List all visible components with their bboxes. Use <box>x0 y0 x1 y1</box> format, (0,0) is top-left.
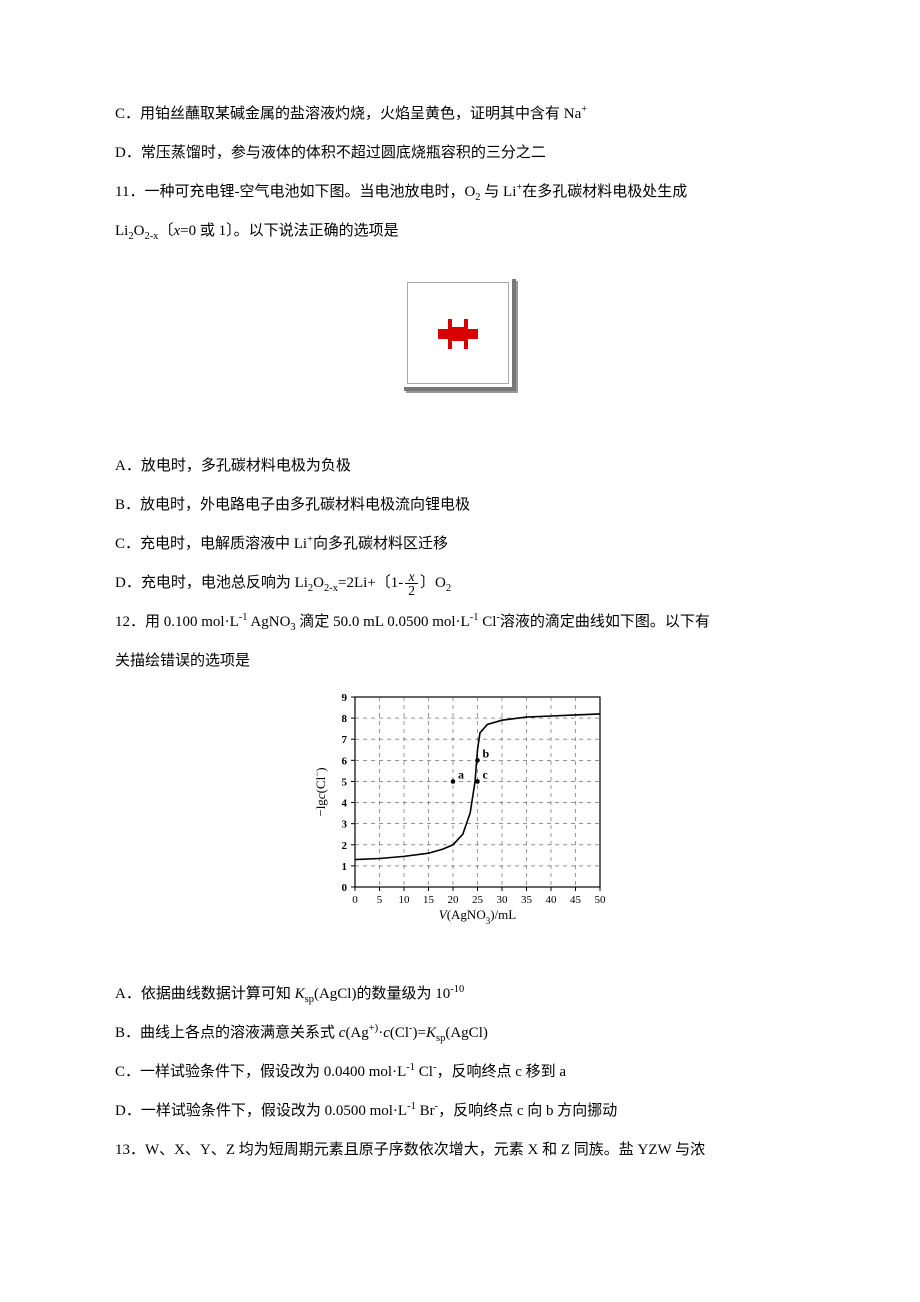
q12-stem-line1: 12．用 0.100 mol·L-1 AgNO3 滴定 50.0 mL 0.05… <box>115 603 805 642</box>
svg-text:1: 1 <box>342 861 348 873</box>
q12-option-c: C．一样试验条件下，假设改为 0.0400 mol·L-1 Cl-，反响终点 c… <box>115 1053 805 1092</box>
svg-text:7: 7 <box>342 734 348 746</box>
q10-option-c: C．用铂丝蘸取某碱金属的盐溶液灼烧，火焰呈黄色，证明其中含有 Na+ <box>115 95 805 134</box>
q11-option-b: B．放电时，外电路电子由多孔碳材料电极流向锂电极 <box>115 486 805 525</box>
svg-text:0: 0 <box>352 894 358 906</box>
broken-image-icon <box>404 279 516 391</box>
svg-text:c: c <box>483 767 489 781</box>
svg-text:V(AgNO3)/mL: V(AgNO3)/mL <box>439 907 517 926</box>
svg-text:4: 4 <box>342 798 348 810</box>
q12-option-a: A．依据曲线数据计算可知 Ksp(AgCl)的数量级为 10-10 <box>115 975 805 1014</box>
q12-option-b: B．曲线上各点的溶液满意关系式 c(Ag+)·c(Cl-)=Ksp(AgCl) <box>115 1014 805 1053</box>
svg-text:10: 10 <box>399 894 411 906</box>
q11-stem-line2: Li2O2-x〔x=0 或 1〕。以下说法正确的选项是 <box>115 212 805 251</box>
q12-stem-line2: 关描绘错误的选项是 <box>115 642 805 681</box>
svg-text:25: 25 <box>472 894 484 906</box>
q10-option-d: D．常压蒸馏时，参与液体的体积不超过圆底烧瓶容积的三分之二 <box>115 134 805 173</box>
svg-text:50: 50 <box>595 894 607 906</box>
svg-text:−lgc(Cl−): −lgc(Cl−) <box>312 767 328 816</box>
q11-option-a: A．放电时，多孔碳材料电极为负极 <box>115 447 805 486</box>
q11-option-d: D．充电时，电池总反响为 Li2O2-x=2Li+〔1-x2〕O2 <box>115 564 805 603</box>
svg-text:8: 8 <box>342 713 348 725</box>
q11-option-c: C．充电时，电解质溶液中 Li+向多孔碳材料区迁移 <box>115 525 805 564</box>
svg-text:9: 9 <box>342 692 348 704</box>
q13-stem: 13．W、X、Y、Z 均为短周期元素且原子序数依次增大，元素 X 和 Z 同族。… <box>115 1131 805 1170</box>
svg-text:5: 5 <box>342 776 348 788</box>
svg-text:2: 2 <box>342 840 348 852</box>
q11-stem-line1: 11．一种可充电锂-空气电池如下图。当电池放电时，O2 与 Li+在多孔碳材料电… <box>115 173 805 212</box>
svg-text:45: 45 <box>570 894 582 906</box>
svg-text:3: 3 <box>342 819 348 831</box>
svg-text:5: 5 <box>377 894 383 906</box>
svg-text:20: 20 <box>448 894 460 906</box>
svg-text:15: 15 <box>423 894 435 906</box>
svg-text:6: 6 <box>342 755 348 767</box>
q12-option-d: D．一样试验条件下，假设改为 0.0500 mol·L-1 Br-，反响终点 c… <box>115 1092 805 1131</box>
svg-text:35: 35 <box>521 894 533 906</box>
q12-chart: 051015202530354045500123456789abcV(AgNO3… <box>115 687 805 965</box>
q11-figure <box>115 279 805 407</box>
svg-text:40: 40 <box>546 894 558 906</box>
svg-text:a: a <box>458 767 464 781</box>
svg-text:30: 30 <box>497 894 509 906</box>
svg-text:0: 0 <box>342 882 348 894</box>
svg-text:b: b <box>483 746 490 760</box>
